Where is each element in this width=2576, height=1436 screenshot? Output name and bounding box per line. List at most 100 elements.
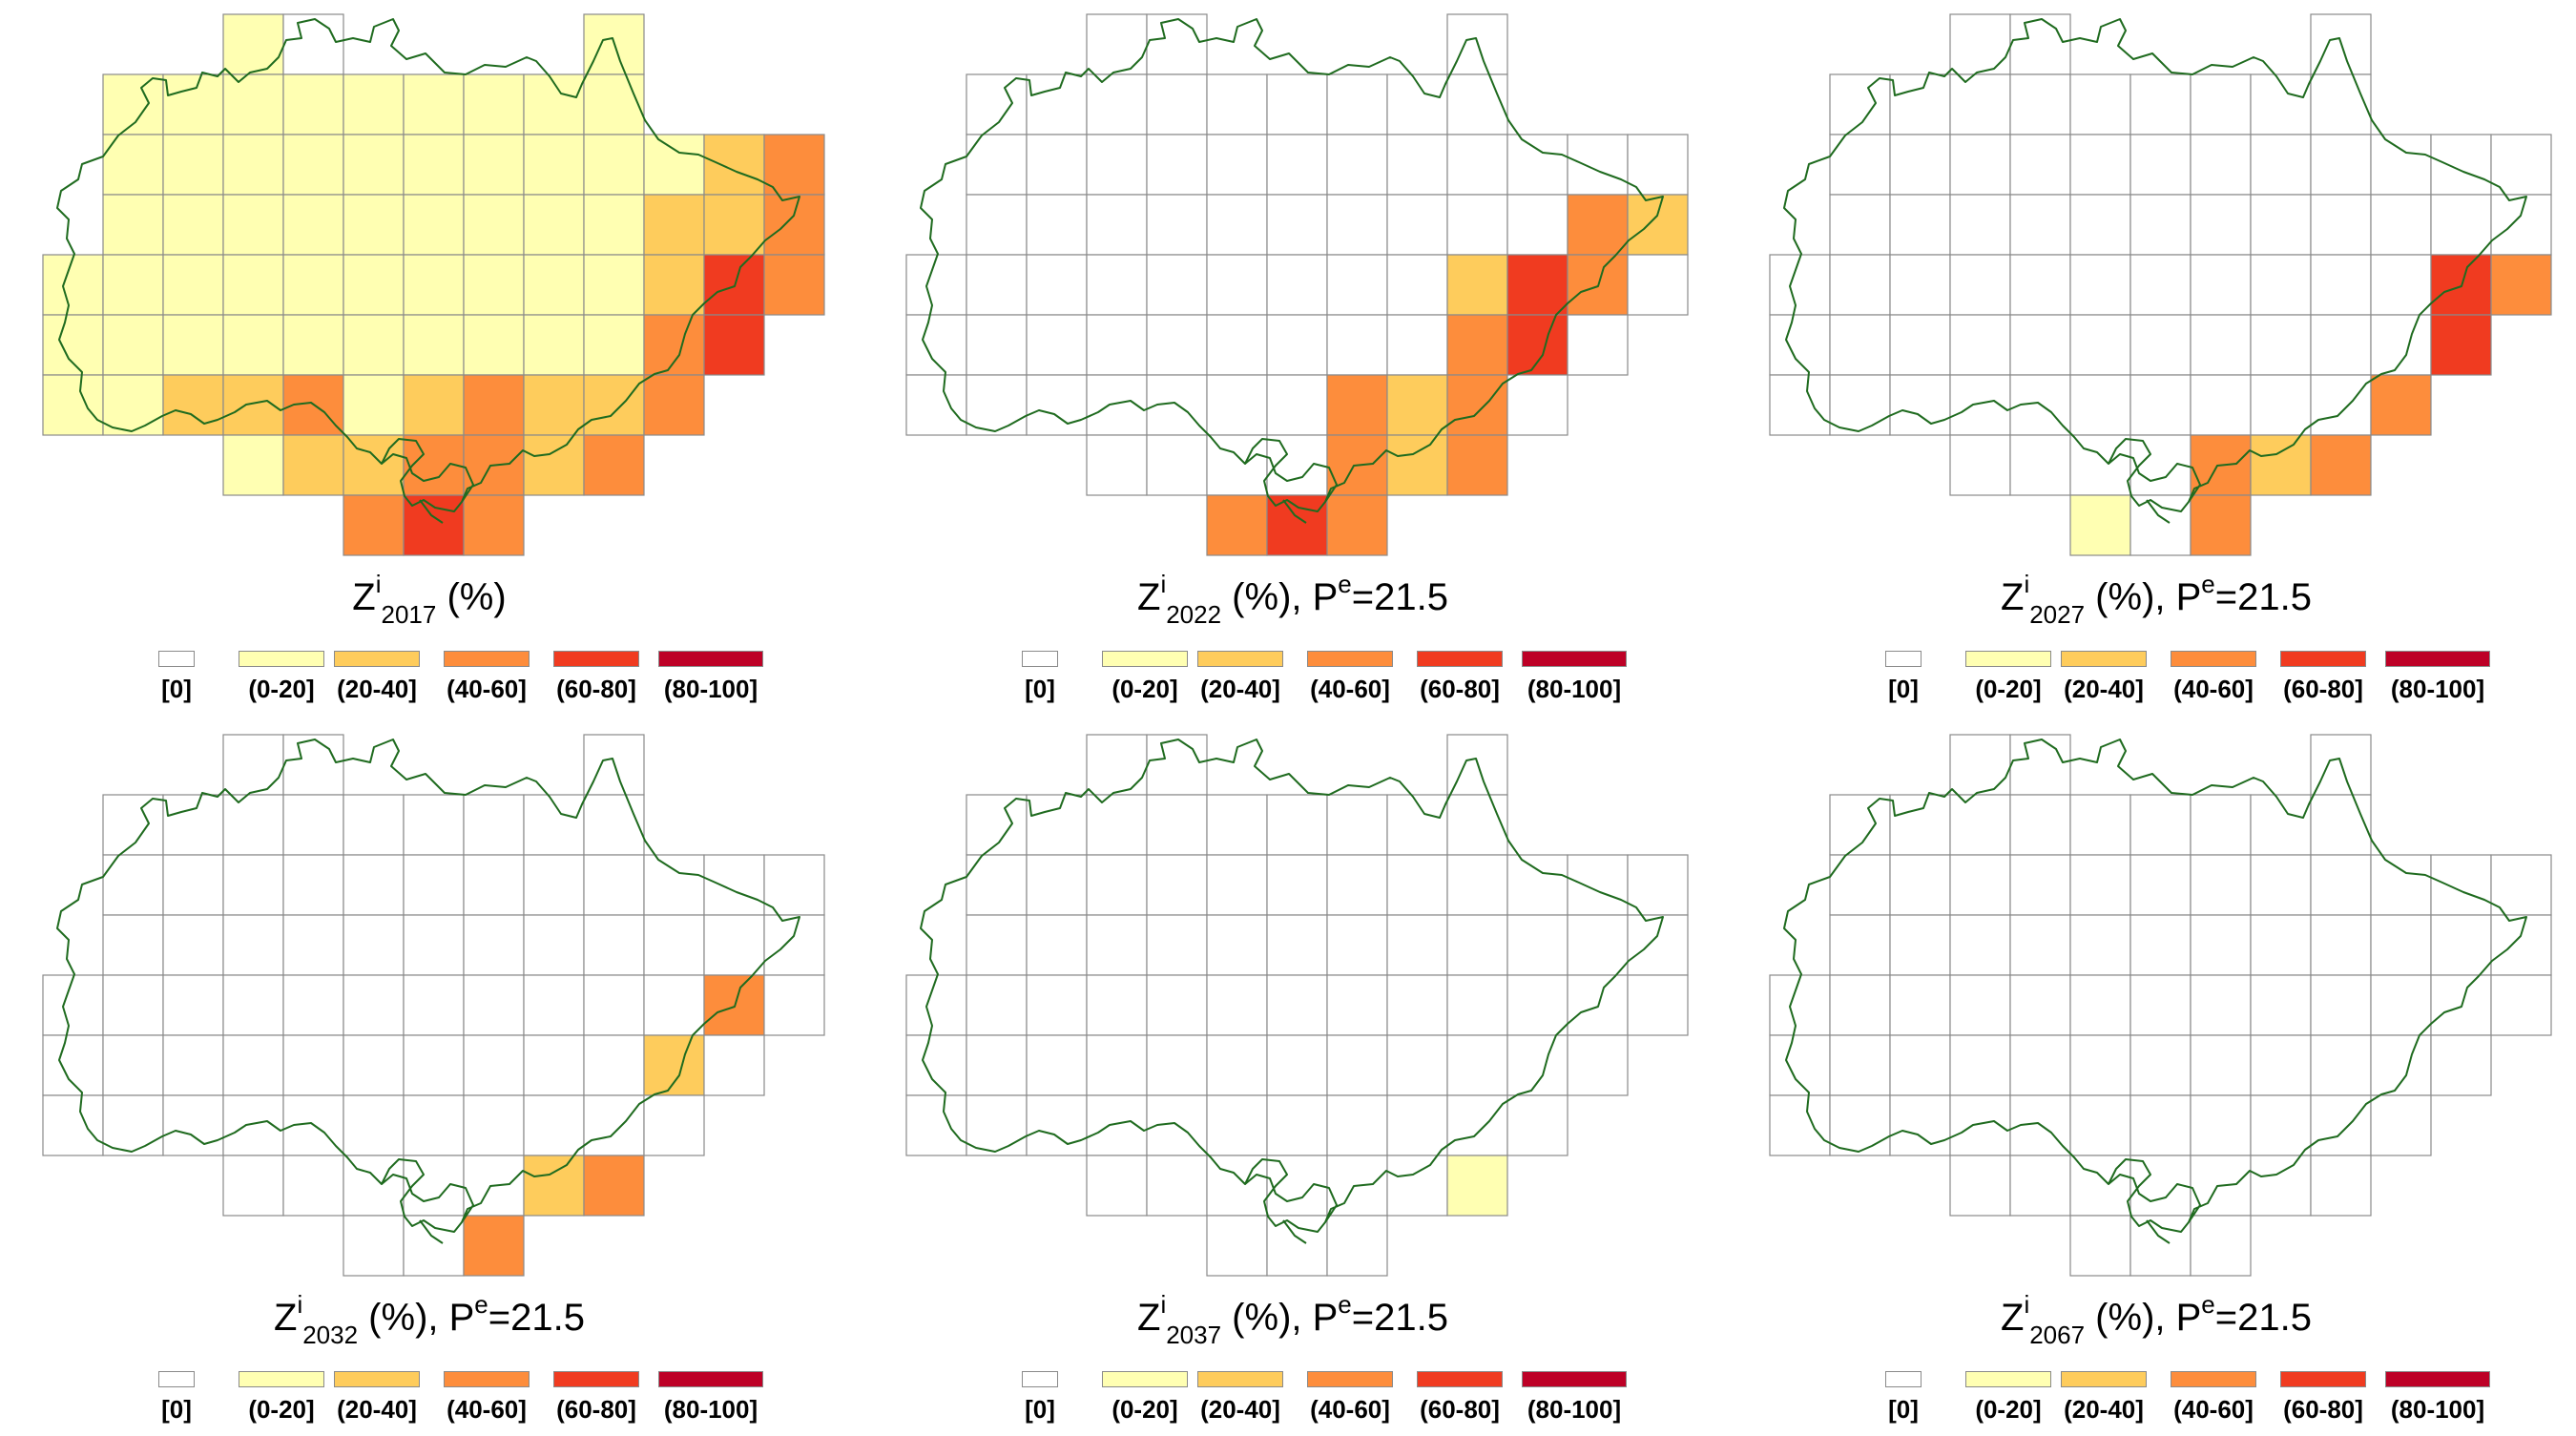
grid-cell bbox=[1446, 1094, 1508, 1156]
grid-cell bbox=[1026, 914, 1088, 976]
panel-caption: Zi2032 (%), Pe=21.5 bbox=[0, 1292, 859, 1347]
grid-cell bbox=[583, 1094, 645, 1156]
grid-cell bbox=[463, 374, 525, 436]
grid-cell bbox=[343, 374, 405, 436]
legend-swatch bbox=[1522, 1371, 1627, 1387]
grid-cell bbox=[162, 854, 224, 916]
legend-item: (60-80] bbox=[2275, 651, 2371, 704]
grid-cell bbox=[1567, 854, 1629, 916]
grid-cell bbox=[1949, 134, 2011, 196]
grid-cell bbox=[1949, 434, 2011, 496]
grid-cell bbox=[2490, 854, 2552, 916]
grid-cell bbox=[1949, 314, 2011, 376]
legend-swatch bbox=[2385, 651, 2490, 667]
grid-cell bbox=[1829, 914, 1891, 976]
grid-cell bbox=[2310, 854, 2372, 916]
legend-label: (0-20] bbox=[1975, 675, 2042, 703]
legend-item: (40-60] bbox=[2166, 651, 2261, 704]
grid-cell bbox=[966, 314, 1028, 376]
grid-cell bbox=[523, 134, 585, 196]
legend-label: (40-60] bbox=[447, 675, 527, 703]
grid-cell bbox=[1086, 314, 1148, 376]
caption-pe-superscript: e bbox=[474, 1290, 488, 1319]
grid-cell bbox=[1146, 194, 1208, 256]
grid-cell bbox=[463, 794, 525, 856]
grid-cell bbox=[966, 73, 1028, 135]
grid-cell bbox=[1506, 1094, 1568, 1156]
legend-label: (20-40] bbox=[337, 1395, 417, 1424]
grid-cell bbox=[1889, 73, 1951, 135]
grid-cell bbox=[403, 914, 465, 976]
grid-cell bbox=[1266, 1215, 1328, 1277]
panel-caption: Zi2067 (%), Pe=21.5 bbox=[1727, 1292, 2576, 1347]
grid-cell bbox=[523, 434, 585, 496]
legend-swatch bbox=[1102, 1371, 1188, 1387]
grid-cell bbox=[1506, 914, 1568, 976]
grid-cell bbox=[162, 73, 224, 135]
grid-cell bbox=[1326, 914, 1388, 976]
legend-item: (40-60] bbox=[1302, 651, 1398, 704]
grid-cell bbox=[583, 73, 645, 135]
grid-cell bbox=[2069, 1215, 2131, 1277]
grid-cell bbox=[282, 194, 344, 256]
grid-cell bbox=[583, 794, 645, 856]
grid-cell bbox=[1206, 1215, 1268, 1277]
grid-cell bbox=[343, 494, 405, 556]
grid-cell bbox=[1949, 1155, 2011, 1217]
grid-cell bbox=[1206, 134, 1268, 196]
legend-label: (0-20] bbox=[1111, 1395, 1178, 1424]
grid-cell bbox=[162, 974, 224, 1036]
grid-cell bbox=[403, 1094, 465, 1156]
legend-label: (60-80] bbox=[556, 675, 636, 703]
grid-cell bbox=[222, 13, 284, 75]
grid-cell bbox=[2370, 254, 2432, 316]
legend-item: (0-20] bbox=[234, 651, 329, 704]
legend-swatch bbox=[334, 1371, 420, 1387]
grid-cell bbox=[905, 1034, 967, 1096]
grid-cell bbox=[1326, 794, 1388, 856]
grid-cell bbox=[2129, 194, 2192, 256]
grid-cell bbox=[403, 1215, 465, 1277]
grid-cell bbox=[1266, 314, 1328, 376]
grid-cell bbox=[1326, 134, 1388, 196]
grid-cell bbox=[1506, 854, 1568, 916]
grid-cell bbox=[2069, 494, 2131, 556]
legend-item: (60-80] bbox=[1412, 651, 1507, 704]
grid-cell bbox=[2009, 73, 2071, 135]
legend-item: (20-40] bbox=[329, 651, 425, 704]
caption-unit: (%) bbox=[436, 576, 507, 618]
grid-cell bbox=[2009, 794, 2071, 856]
grid-cell bbox=[2190, 854, 2252, 916]
legend-label: (80-100] bbox=[1527, 675, 1622, 703]
grid-cell bbox=[282, 794, 344, 856]
grid-cell bbox=[583, 1155, 645, 1217]
caption-superscript: i bbox=[297, 1290, 303, 1319]
legend-swatch bbox=[1885, 651, 1922, 667]
grid-cell bbox=[523, 314, 585, 376]
legend-swatch bbox=[1102, 651, 1188, 667]
grid-cell bbox=[583, 194, 645, 256]
grid-cells bbox=[1769, 734, 2552, 1277]
legend-item: (0-20] bbox=[1961, 1371, 2056, 1425]
grid-cell bbox=[1206, 1034, 1268, 1096]
caption-year: 2017 bbox=[381, 600, 437, 629]
grid-cell bbox=[1567, 914, 1629, 976]
grid-cell bbox=[2490, 974, 2552, 1036]
grid-cell bbox=[2190, 914, 2252, 976]
grid-cell bbox=[1086, 434, 1148, 496]
grid-cell bbox=[1206, 254, 1268, 316]
grid-cell bbox=[2250, 1155, 2312, 1217]
legend: [0] (0-20] (20-40] (40-60] (60-80] (80-100] bbox=[129, 651, 763, 708]
grid-cell bbox=[2009, 13, 2071, 75]
grid-cell bbox=[282, 13, 344, 75]
grid-cell bbox=[1446, 134, 1508, 196]
grid-cell bbox=[1266, 1094, 1328, 1156]
grid-cell bbox=[1889, 314, 1951, 376]
grid-cell bbox=[966, 854, 1028, 916]
grid-cell bbox=[102, 314, 164, 376]
region-boundary bbox=[1783, 18, 2527, 524]
grid-cell bbox=[583, 374, 645, 436]
grid-cell bbox=[343, 974, 405, 1036]
grid-cell bbox=[643, 974, 705, 1036]
caption-superscript: i bbox=[1160, 1290, 1167, 1319]
